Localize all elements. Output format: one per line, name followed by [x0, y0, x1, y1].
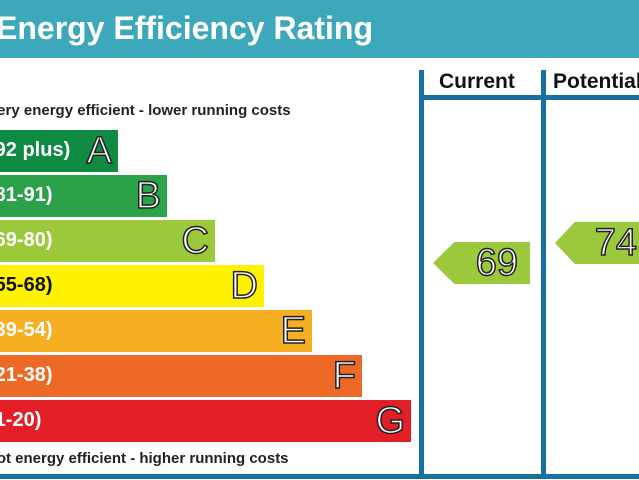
rating-range: (81-91) — [0, 184, 53, 206]
top-note: Very energy efficient - lower running co… — [0, 102, 291, 119]
column-divider — [419, 70, 424, 478]
bottom-rule — [0, 474, 639, 479]
header-rule — [419, 95, 639, 100]
rating-letter: A — [86, 129, 113, 173]
rating-bar-d: (55-68) D — [0, 264, 264, 308]
rating-letter: E — [280, 309, 307, 353]
rating-bar-c: (69-80) C — [0, 219, 215, 263]
rating-bar-g: (1-20) G — [0, 399, 411, 443]
potential-rating-arrow: 74 — [555, 222, 639, 264]
current-rating-arrow: 69 — [433, 242, 530, 284]
rating-letter: B — [135, 174, 162, 218]
rating-letter: G — [375, 399, 406, 443]
rating-bar-a: (92 plus) A — [0, 129, 118, 173]
bottom-note: Not energy efficient - higher running co… — [0, 450, 289, 467]
rating-bar-f: (21-38) F — [0, 354, 362, 398]
rating-range: (69-80) — [0, 229, 53, 251]
rating-letter: F — [332, 354, 357, 398]
current-rating-value: 69 — [475, 242, 519, 284]
rating-range: (1-20) — [0, 409, 42, 431]
rating-range: (55-68) — [0, 274, 53, 296]
rating-range: (21-38) — [0, 364, 53, 386]
rating-range: (39-54) — [0, 319, 53, 341]
rating-letter: C — [181, 219, 210, 263]
chart-title: Energy Efficiency Rating — [0, 10, 373, 46]
rating-letter: D — [230, 264, 259, 308]
rating-range: (92 plus) — [0, 139, 71, 161]
column-divider — [541, 70, 546, 478]
rating-bar-e: (39-54) E — [0, 309, 312, 353]
header-band: Energy Efficiency Rating — [0, 0, 639, 58]
rating-bar-b: (81-91) B — [0, 174, 167, 218]
potential-rating-value: 74 — [594, 222, 638, 264]
column-header-potential: Potential — [553, 70, 639, 93]
column-header-current: Current — [439, 70, 515, 93]
